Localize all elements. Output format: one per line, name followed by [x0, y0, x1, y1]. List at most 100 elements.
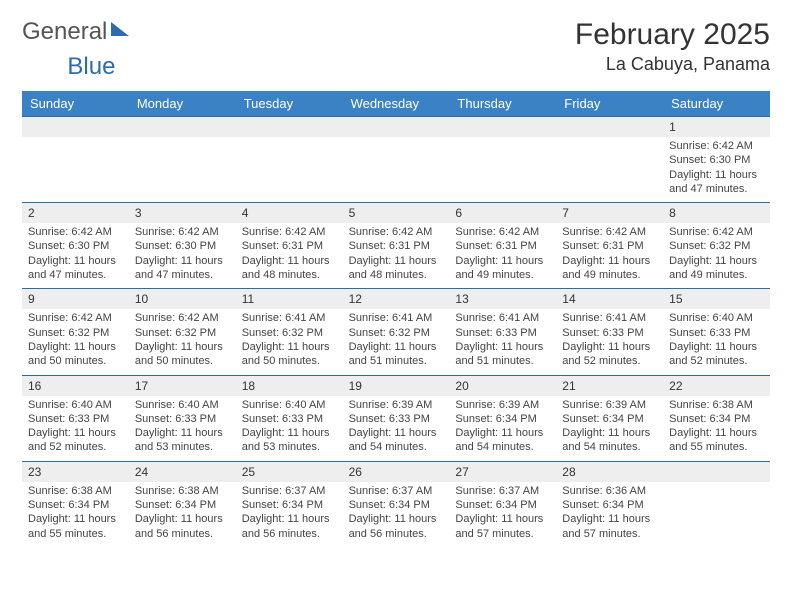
day-detail-cell: Sunrise: 6:41 AMSunset: 6:32 PMDaylight:… — [236, 309, 343, 374]
day-detail-row: Sunrise: 6:40 AMSunset: 6:33 PMDaylight:… — [22, 396, 770, 461]
daylight-line: Daylight: 11 hours and 55 minutes. — [28, 512, 123, 541]
day-number-cell — [556, 117, 663, 137]
daylight-line: Daylight: 11 hours and 52 minutes. — [669, 340, 764, 369]
day-detail-cell — [449, 137, 556, 202]
day-detail-row: Sunrise: 6:42 AMSunset: 6:32 PMDaylight:… — [22, 309, 770, 374]
day-number-cell: 13 — [449, 289, 556, 309]
daylight-line: Daylight: 11 hours and 48 minutes. — [349, 254, 444, 283]
sunrise-line: Sunrise: 6:42 AM — [28, 311, 123, 325]
sunset-line: Sunset: 6:30 PM — [669, 153, 764, 167]
logo-mark-icon — [111, 22, 129, 36]
logo-word2: Blue — [67, 53, 115, 80]
sunset-line: Sunset: 6:31 PM — [562, 239, 657, 253]
daylight-line: Daylight: 11 hours and 49 minutes. — [669, 254, 764, 283]
page-title: February 2025 — [575, 18, 770, 52]
day-number-cell: 20 — [449, 376, 556, 396]
daylight-line: Daylight: 11 hours and 56 minutes. — [349, 512, 444, 541]
sunset-line: Sunset: 6:33 PM — [135, 412, 230, 426]
day-number-row: 1 — [22, 117, 770, 137]
day-number-cell — [449, 117, 556, 137]
daylight-line: Daylight: 11 hours and 48 minutes. — [242, 254, 337, 283]
sunrise-line: Sunrise: 6:42 AM — [669, 225, 764, 239]
daylight-line: Daylight: 11 hours and 51 minutes. — [349, 340, 444, 369]
day-number-row: 16171819202122 — [22, 376, 770, 396]
day-number-row: 232425262728 — [22, 462, 770, 482]
sunrise-line: Sunrise: 6:42 AM — [562, 225, 657, 239]
day-detail-cell: Sunrise: 6:38 AMSunset: 6:34 PMDaylight:… — [22, 482, 129, 547]
sunset-line: Sunset: 6:31 PM — [455, 239, 550, 253]
day-number-cell: 12 — [343, 289, 450, 309]
daylight-line: Daylight: 11 hours and 49 minutes. — [562, 254, 657, 283]
calendar-week: 1Sunrise: 6:42 AMSunset: 6:30 PMDaylight… — [22, 116, 770, 202]
calendar-week: 232425262728Sunrise: 6:38 AMSunset: 6:34… — [22, 461, 770, 547]
day-detail-cell: Sunrise: 6:42 AMSunset: 6:32 PMDaylight:… — [663, 223, 770, 288]
daylight-line: Daylight: 11 hours and 54 minutes. — [562, 426, 657, 455]
sunset-line: Sunset: 6:32 PM — [669, 239, 764, 253]
sunset-line: Sunset: 6:33 PM — [242, 412, 337, 426]
sunrise-line: Sunrise: 6:39 AM — [349, 398, 444, 412]
daylight-line: Daylight: 11 hours and 57 minutes. — [455, 512, 550, 541]
weekday-header: Tuesday — [236, 91, 343, 116]
day-number-cell: 18 — [236, 376, 343, 396]
day-number-cell: 10 — [129, 289, 236, 309]
sunrise-line: Sunrise: 6:42 AM — [669, 139, 764, 153]
daylight-line: Daylight: 11 hours and 50 minutes. — [242, 340, 337, 369]
calendar-grid: Sunday Monday Tuesday Wednesday Thursday… — [22, 91, 770, 547]
sunset-line: Sunset: 6:34 PM — [455, 412, 550, 426]
day-number-cell: 28 — [556, 462, 663, 482]
sunrise-line: Sunrise: 6:37 AM — [242, 484, 337, 498]
sunrise-line: Sunrise: 6:42 AM — [455, 225, 550, 239]
sunrise-line: Sunrise: 6:40 AM — [242, 398, 337, 412]
sunrise-line: Sunrise: 6:42 AM — [349, 225, 444, 239]
sunrise-line: Sunrise: 6:42 AM — [135, 225, 230, 239]
weekday-header: Monday — [129, 91, 236, 116]
day-number-cell: 8 — [663, 203, 770, 223]
day-number-cell: 4 — [236, 203, 343, 223]
sunset-line: Sunset: 6:34 PM — [349, 498, 444, 512]
sunrise-line: Sunrise: 6:42 AM — [242, 225, 337, 239]
day-detail-cell: Sunrise: 6:40 AMSunset: 6:33 PMDaylight:… — [22, 396, 129, 461]
day-number-cell: 23 — [22, 462, 129, 482]
weekday-header: Wednesday — [343, 91, 450, 116]
day-number-cell: 6 — [449, 203, 556, 223]
location-label: La Cabuya, Panama — [575, 54, 770, 75]
calendar-week: 9101112131415Sunrise: 6:42 AMSunset: 6:3… — [22, 288, 770, 374]
day-detail-cell: Sunrise: 6:38 AMSunset: 6:34 PMDaylight:… — [663, 396, 770, 461]
day-number-cell: 16 — [22, 376, 129, 396]
day-detail-row: Sunrise: 6:38 AMSunset: 6:34 PMDaylight:… — [22, 482, 770, 547]
sunset-line: Sunset: 6:32 PM — [349, 326, 444, 340]
sunset-line: Sunset: 6:34 PM — [28, 498, 123, 512]
sunset-line: Sunset: 6:30 PM — [135, 239, 230, 253]
day-number-cell: 1 — [663, 117, 770, 137]
sunrise-line: Sunrise: 6:38 AM — [669, 398, 764, 412]
daylight-line: Daylight: 11 hours and 57 minutes. — [562, 512, 657, 541]
day-number-cell: 25 — [236, 462, 343, 482]
day-detail-cell: Sunrise: 6:42 AMSunset: 6:32 PMDaylight:… — [129, 309, 236, 374]
day-detail-cell: Sunrise: 6:41 AMSunset: 6:33 PMDaylight:… — [449, 309, 556, 374]
day-detail-cell — [556, 137, 663, 202]
daylight-line: Daylight: 11 hours and 47 minutes. — [669, 168, 764, 197]
day-detail-cell: Sunrise: 6:42 AMSunset: 6:30 PMDaylight:… — [663, 137, 770, 202]
sunrise-line: Sunrise: 6:40 AM — [28, 398, 123, 412]
sunrise-line: Sunrise: 6:41 AM — [562, 311, 657, 325]
daylight-line: Daylight: 11 hours and 56 minutes. — [135, 512, 230, 541]
sunset-line: Sunset: 6:33 PM — [28, 412, 123, 426]
weekday-header: Saturday — [663, 91, 770, 116]
day-number-row: 9101112131415 — [22, 289, 770, 309]
daylight-line: Daylight: 11 hours and 56 minutes. — [242, 512, 337, 541]
sunrise-line: Sunrise: 6:36 AM — [562, 484, 657, 498]
daylight-line: Daylight: 11 hours and 55 minutes. — [669, 426, 764, 455]
sunset-line: Sunset: 6:32 PM — [242, 326, 337, 340]
day-detail-cell: Sunrise: 6:42 AMSunset: 6:32 PMDaylight:… — [22, 309, 129, 374]
sunrise-line: Sunrise: 6:41 AM — [349, 311, 444, 325]
daylight-line: Daylight: 11 hours and 54 minutes. — [349, 426, 444, 455]
sunset-line: Sunset: 6:34 PM — [669, 412, 764, 426]
sunset-line: Sunset: 6:33 PM — [455, 326, 550, 340]
sunrise-line: Sunrise: 6:37 AM — [349, 484, 444, 498]
sunset-line: Sunset: 6:33 PM — [349, 412, 444, 426]
day-detail-cell: Sunrise: 6:40 AMSunset: 6:33 PMDaylight:… — [236, 396, 343, 461]
day-number-cell — [22, 117, 129, 137]
day-number-cell: 5 — [343, 203, 450, 223]
day-detail-cell: Sunrise: 6:41 AMSunset: 6:33 PMDaylight:… — [556, 309, 663, 374]
day-number-row: 2345678 — [22, 203, 770, 223]
